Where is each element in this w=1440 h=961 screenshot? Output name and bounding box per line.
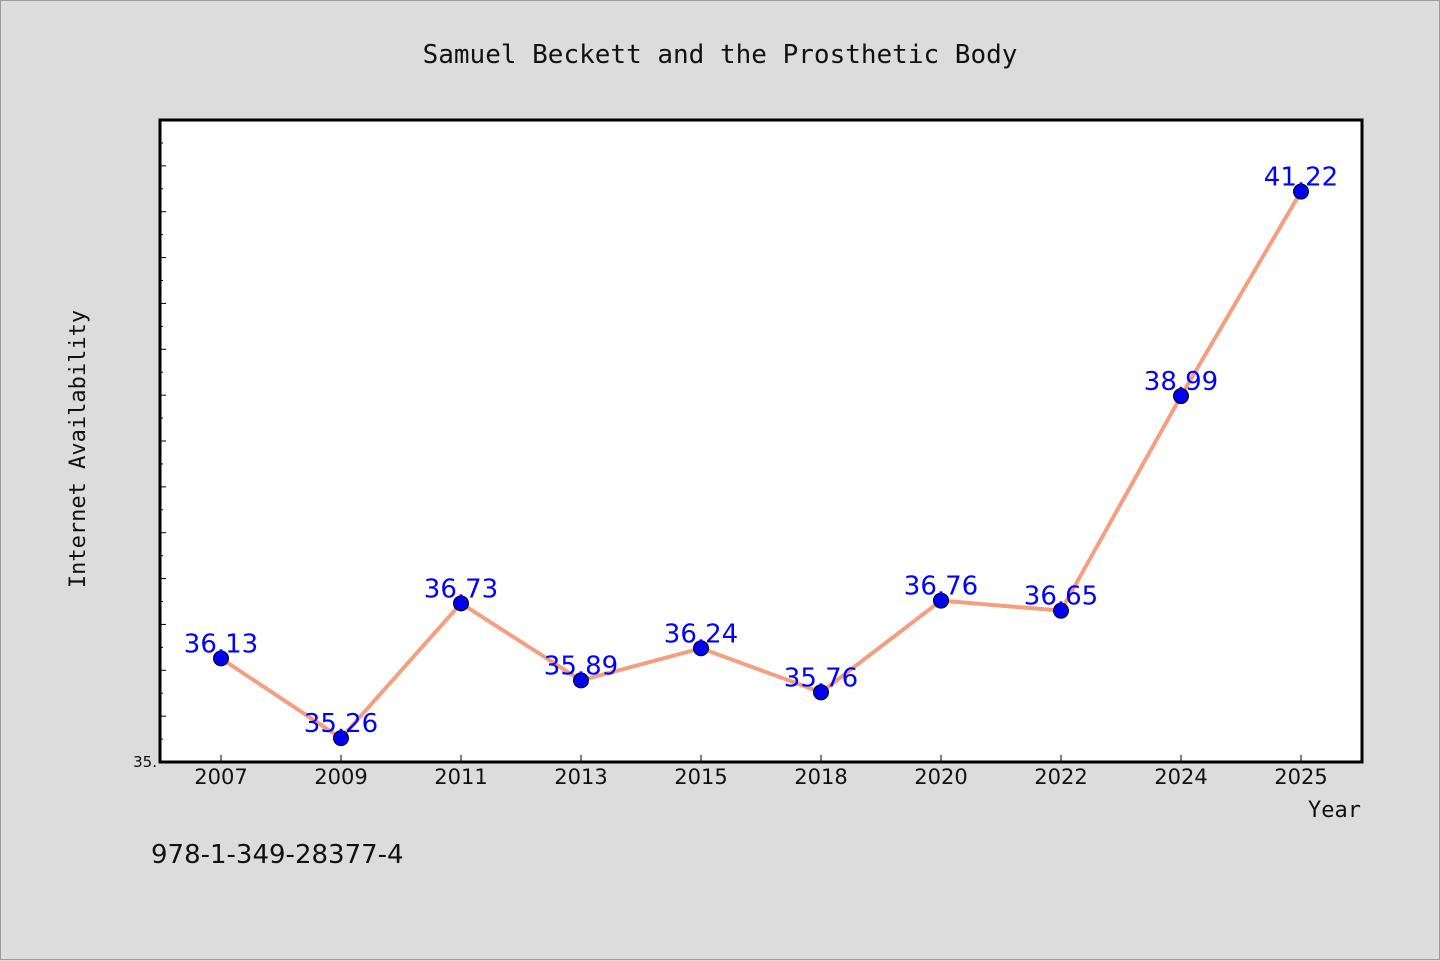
data-label: 36.65 <box>1024 582 1098 612</box>
x-tick-label: 2020 <box>914 765 967 789</box>
data-label: 36.13 <box>184 629 258 659</box>
x-tick-label: 2011 <box>434 765 487 789</box>
data-point <box>573 672 589 689</box>
data-point <box>693 640 709 657</box>
y-tick-label: 35. <box>133 753 157 771</box>
data-markers <box>213 183 1309 747</box>
data-point <box>1293 183 1309 200</box>
data-label: 36.24 <box>664 619 738 649</box>
data-label: 35.76 <box>784 663 858 693</box>
data-label: 35.89 <box>544 651 618 681</box>
data-label: 36.73 <box>424 574 498 604</box>
data-point <box>933 592 949 609</box>
x-tick-label: 2015 <box>674 765 727 789</box>
x-tick-label: 2007 <box>194 765 247 789</box>
y-axis-label: Internet Availability <box>66 310 91 588</box>
chart-title: Samuel Beckett and the Prosthetic Body <box>423 40 1018 70</box>
data-label: 38.99 <box>1144 367 1218 397</box>
data-point <box>813 684 829 701</box>
y-axis-ticks: 35. <box>133 142 166 771</box>
plot-area <box>158 118 1364 764</box>
x-tick-label: 2024 <box>1154 765 1207 789</box>
x-axis-label: Year <box>1308 798 1361 823</box>
x-tick-label: 2018 <box>794 765 847 789</box>
data-point <box>453 595 469 612</box>
series-line-group <box>219 190 1303 741</box>
data-point <box>213 650 229 667</box>
series-line <box>219 190 1303 741</box>
data-point <box>333 730 349 747</box>
x-tick-label: 2022 <box>1034 765 1087 789</box>
x-tick-label: 2025 <box>1274 765 1327 789</box>
x-tick-label: 2009 <box>314 765 367 789</box>
x-axis-ticks: 2007 2009 2011 2013 2015 2018 2020 2022 2024 2025 <box>194 755 1328 789</box>
data-point <box>1053 602 1069 619</box>
isbn-text: 978-1-349-28377-4 <box>151 840 404 870</box>
x-tick-label: 2013 <box>554 765 607 789</box>
data-labels: 36.13 35.26 36.73 35.89 36.24 35.76 36.76 36.65… <box>184 163 1338 740</box>
data-label: 36.76 <box>904 572 978 602</box>
data-point <box>1173 388 1189 405</box>
data-label: 35.26 <box>304 709 378 739</box>
data-label: 41.22 <box>1264 163 1338 193</box>
